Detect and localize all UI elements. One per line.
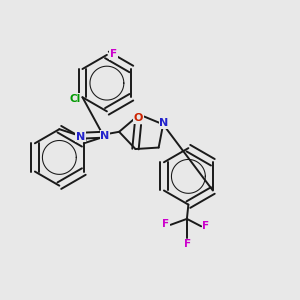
Text: N: N <box>76 132 85 142</box>
Text: Cl: Cl <box>69 94 81 104</box>
Text: F: F <box>162 219 169 229</box>
Text: O: O <box>134 113 143 123</box>
Text: F: F <box>184 239 191 249</box>
Text: N: N <box>159 118 169 128</box>
Text: N: N <box>100 131 110 141</box>
Text: F: F <box>202 221 209 231</box>
Text: F: F <box>110 49 117 59</box>
